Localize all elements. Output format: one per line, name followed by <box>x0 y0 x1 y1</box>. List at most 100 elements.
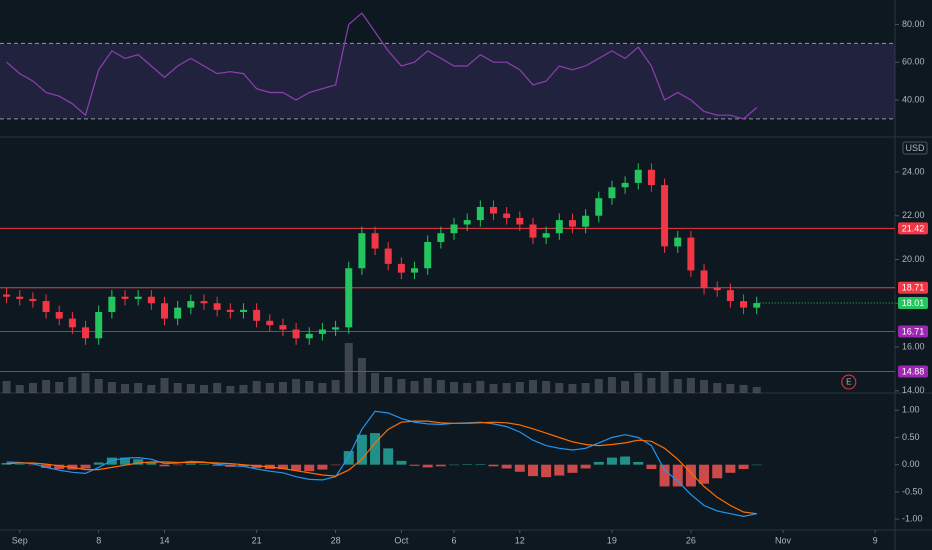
candle-body <box>147 296 155 304</box>
histogram-bar <box>449 464 460 466</box>
candle-body <box>555 220 563 234</box>
volume-bar <box>173 383 182 393</box>
candle-body <box>424 241 432 269</box>
candle-body <box>16 296 24 299</box>
volume-bar <box>607 377 616 393</box>
volume-bar <box>292 379 301 393</box>
volume-bar <box>28 383 37 393</box>
candle-body <box>42 301 50 313</box>
candle-body <box>674 237 682 247</box>
candle-body <box>411 268 419 273</box>
candle-body <box>740 301 748 308</box>
volume-bar <box>265 383 274 393</box>
volume-bar <box>371 373 380 393</box>
x-tick-label: Nov <box>775 535 792 545</box>
currency: USD <box>905 143 925 153</box>
histogram-bar <box>699 464 710 484</box>
histogram-bar <box>475 464 486 465</box>
volume-bar <box>423 378 432 393</box>
histogram-bar <box>370 433 381 465</box>
candle-body <box>318 329 326 334</box>
candle-body <box>3 294 11 297</box>
volume-bar <box>55 382 64 393</box>
histogram-bar <box>172 464 183 466</box>
volume-bar <box>226 386 235 393</box>
level-label: 21.42 <box>902 223 925 233</box>
candle-body <box>529 224 537 238</box>
x-tick-label: 14 <box>159 535 169 545</box>
candle-body <box>634 169 642 183</box>
candle-body <box>516 217 524 225</box>
candle-body <box>82 327 90 339</box>
last-price-box <box>898 297 928 310</box>
volume-bar <box>450 382 459 393</box>
volume-bar <box>199 385 208 393</box>
x-tick-label: Oct <box>394 535 409 545</box>
candle-body <box>661 185 669 247</box>
rsi-line <box>6 12 758 120</box>
candle-body <box>108 296 116 313</box>
x-tick-label: 21 <box>252 535 262 545</box>
x-tick-label: 12 <box>515 535 525 545</box>
volume-bar <box>528 380 537 393</box>
volume-bar <box>568 384 577 393</box>
candle-body <box>239 309 247 313</box>
volume-bar <box>94 379 103 393</box>
y-tick-label: 14.00 <box>902 385 925 395</box>
earnings-icon <box>841 374 857 390</box>
volume-bar <box>634 373 643 393</box>
volume-bar <box>15 385 24 393</box>
volume-bar <box>397 379 406 393</box>
candle-body <box>68 318 76 328</box>
level-label: 14.88 <box>902 366 925 376</box>
x-tick-label: 9 <box>873 535 878 545</box>
volume-bar <box>147 385 156 393</box>
histogram-bar <box>343 451 354 465</box>
y-tick-label: 16.00 <box>902 341 925 351</box>
volume-bar <box>344 343 353 393</box>
volume-bar <box>621 381 630 393</box>
histogram-bar <box>725 464 736 473</box>
volume-bar <box>476 381 485 393</box>
candle-body <box>384 248 392 264</box>
y-tick-label: 0.00 <box>902 459 920 469</box>
histogram-bar <box>409 464 420 466</box>
candle-body <box>753 303 761 308</box>
volume-bar <box>647 378 656 393</box>
volume-bar <box>463 383 472 393</box>
histogram-bar <box>383 448 394 465</box>
histogram-bar <box>435 464 446 467</box>
histogram-bar <box>396 460 407 465</box>
volume-bar <box>752 387 761 393</box>
x-tick-label: 28 <box>331 535 341 545</box>
histogram-bar <box>356 434 367 465</box>
histogram-bar <box>120 457 131 465</box>
candle-body <box>174 307 182 319</box>
volume-bar <box>42 380 51 393</box>
volume-bar <box>252 381 261 393</box>
volume-bar <box>515 382 524 393</box>
candle-body <box>437 233 445 242</box>
histogram-bar <box>514 464 525 472</box>
histogram-bar <box>606 457 617 465</box>
volume-bar <box>739 385 748 393</box>
candle-body <box>358 233 366 269</box>
candle-body <box>161 303 168 319</box>
candle-body <box>647 169 655 186</box>
x-tick-label: 19 <box>607 535 617 545</box>
candle-body <box>476 206 484 221</box>
y-tick-label: 24.00 <box>902 166 925 176</box>
histogram-bar <box>620 456 631 465</box>
histogram-bar <box>659 464 670 487</box>
x-tick-label: 8 <box>96 535 101 545</box>
last-price-label: 18.01 <box>902 298 925 308</box>
y-tick-label: 22.00 <box>902 210 925 220</box>
level-label: 18.71 <box>902 283 925 293</box>
histogram-bar <box>93 462 104 465</box>
histogram-bar <box>14 464 25 465</box>
volume-bar <box>555 383 564 393</box>
candle-body <box>279 325 287 330</box>
earnings-label: E <box>846 378 851 387</box>
histogram-bar <box>106 457 117 465</box>
